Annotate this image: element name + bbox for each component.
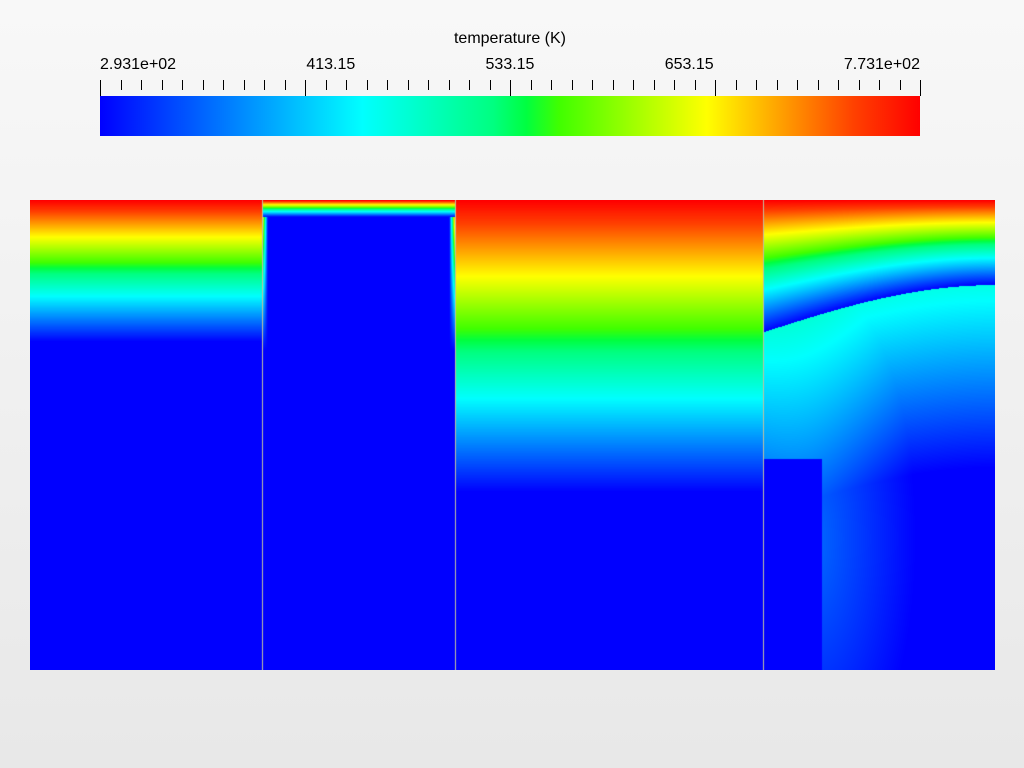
heatmap-plot: [30, 200, 995, 670]
colorbar-legend: temperature (K) 2.931e+02 413.15 533.15 …: [100, 30, 920, 136]
heatmap-canvas: [30, 200, 995, 670]
legend-title: temperature (K): [100, 30, 920, 48]
legend-ticks: [100, 80, 920, 96]
legend-label-4: 7.731e+02: [844, 56, 920, 74]
legend-label-3: 653.15: [665, 56, 714, 74]
legend-label-0: 2.931e+02: [100, 56, 176, 74]
page-container: temperature (K) 2.931e+02 413.15 533.15 …: [0, 0, 1024, 768]
legend-label-2: 533.15: [486, 56, 535, 74]
legend-labels: 2.931e+02 413.15 533.15 653.15 7.731e+02: [100, 56, 920, 74]
legend-label-1: 413.15: [306, 56, 355, 74]
legend-colorbar: [100, 96, 920, 136]
